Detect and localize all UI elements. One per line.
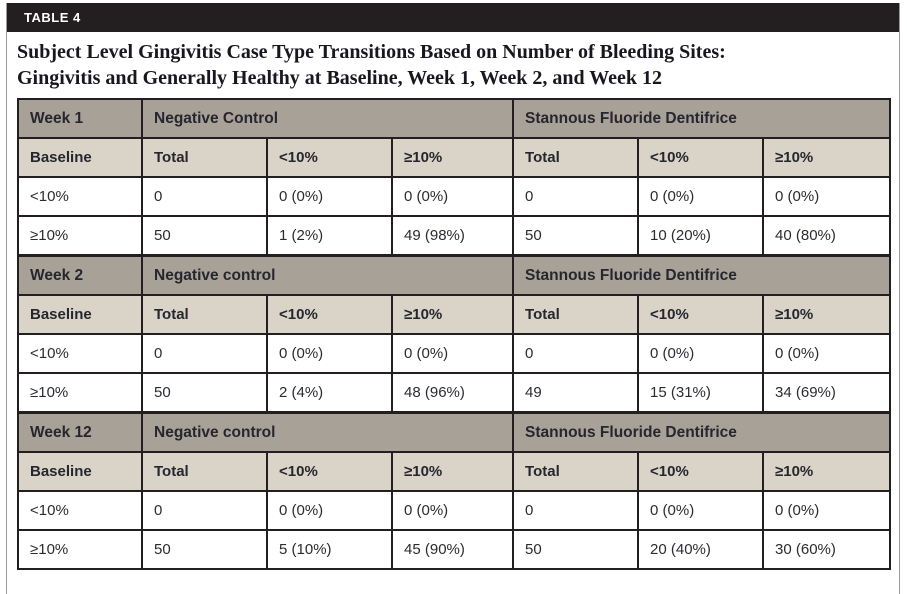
subheader-lt10: <10% — [266, 137, 393, 178]
week1-row-lt10: <10% 0 0 (0%) 0 (0%) 0 0 (0%) 0 (0%) — [17, 176, 892, 217]
subheader-baseline: Baseline — [17, 294, 143, 335]
cell-value: 50 — [512, 529, 640, 570]
week12-header-row: Week 12 Negative control Stannous Fluori… — [17, 411, 892, 453]
cell-value: 10 (20%) — [637, 215, 765, 257]
week1-row-ge10: ≥10% 50 1 (2%) 49 (98%) 50 10 (20%) 40 (… — [17, 215, 892, 257]
week1-negative-control-cell: Negative Control — [140, 98, 515, 139]
subheader-ge10: ≥10% — [762, 294, 892, 335]
subheader-ge10: ≥10% — [390, 137, 515, 178]
cell-value: 50 — [141, 529, 268, 570]
cell-value: 0 (0%) — [390, 490, 515, 531]
cell-value: 0 — [512, 333, 640, 374]
cell-value: 49 — [512, 372, 640, 414]
week2-header-row: Week 2 Negative control Stannous Fluorid… — [17, 254, 892, 296]
cell-value: 0 (0%) — [637, 333, 765, 374]
cell-value: 0 (0%) — [762, 176, 892, 217]
subheader-total: Total — [512, 294, 640, 335]
cell-value: 0 (0%) — [762, 333, 892, 374]
cell-value: 0 (0%) — [637, 176, 765, 217]
week1-label-cell: Week 1 — [17, 98, 143, 139]
cell-value: 0 — [512, 490, 640, 531]
cell-value: 50 — [141, 215, 268, 257]
subheader-baseline: Baseline — [17, 451, 143, 492]
week2-row-ge10: ≥10% 50 2 (4%) 48 (96%) 49 15 (31%) 34 (… — [17, 372, 892, 414]
row-label: ≥10% — [17, 372, 143, 414]
week1-stannous-cell: Stannous Fluoride Dentifrice — [512, 98, 892, 139]
row-label: <10% — [17, 490, 143, 531]
week12-stannous-cell: Stannous Fluoride Dentifrice — [512, 411, 892, 453]
row-label: <10% — [17, 333, 143, 374]
cell-value: 49 (98%) — [390, 215, 515, 257]
week2-row-lt10: <10% 0 0 (0%) 0 (0%) 0 0 (0%) 0 (0%) — [17, 333, 892, 374]
row-label: ≥10% — [17, 529, 143, 570]
subheader-lt10: <10% — [266, 451, 393, 492]
cell-value: 2 (4%) — [266, 372, 393, 414]
week2-negative-control-cell: Negative control — [140, 254, 515, 296]
cell-value: 50 — [512, 215, 640, 257]
cell-value: 15 (31%) — [637, 372, 765, 414]
week2-stannous-cell: Stannous Fluoride Dentifrice — [512, 254, 892, 296]
subheader-lt10: <10% — [637, 294, 765, 335]
cell-value: 0 — [141, 333, 268, 374]
cell-value: 5 (10%) — [266, 529, 393, 570]
subheader-lt10: <10% — [266, 294, 393, 335]
cell-value: 45 (90%) — [390, 529, 515, 570]
cell-value: 20 (40%) — [637, 529, 765, 570]
cell-value: 50 — [141, 372, 268, 414]
figure-frame: TABLE 4 Subject Level Gingivitis Case Ty… — [6, 3, 900, 594]
cell-value: 0 (0%) — [637, 490, 765, 531]
subheader-total: Total — [141, 294, 268, 335]
week1-subheader-row: Baseline Total <10% ≥10% Total <10% ≥10% — [17, 137, 892, 178]
cell-value: 0 — [512, 176, 640, 217]
subheader-total: Total — [512, 451, 640, 492]
cell-value: 0 — [141, 176, 268, 217]
cell-value: 40 (80%) — [762, 215, 892, 257]
cell-value: 0 (0%) — [390, 176, 515, 217]
table-number-label: TABLE 4 — [24, 10, 81, 25]
week12-label-cell: Week 12 — [17, 411, 143, 453]
cell-value: 30 (60%) — [762, 529, 892, 570]
week12-row-ge10: ≥10% 50 5 (10%) 45 (90%) 50 20 (40%) 30 … — [17, 529, 892, 570]
week12-row-lt10: <10% 0 0 (0%) 0 (0%) 0 0 (0%) 0 (0%) — [17, 490, 892, 531]
gingivitis-transitions-table: Week 1 Negative Control Stannous Fluorid… — [17, 98, 892, 570]
cell-value: 0 (0%) — [266, 490, 393, 531]
week12-subheader-row: Baseline Total <10% ≥10% Total <10% ≥10% — [17, 451, 892, 492]
table-title-line1: Subject Level Gingivitis Case Type Trans… — [17, 41, 726, 63]
week2-label-cell: Week 2 — [17, 254, 143, 296]
cell-value: 0 — [141, 490, 268, 531]
subheader-ge10: ≥10% — [762, 137, 892, 178]
cell-value: 0 (0%) — [762, 490, 892, 531]
table-number-bar: TABLE 4 — [7, 3, 899, 32]
cell-value: 1 (2%) — [266, 215, 393, 257]
subheader-total: Total — [141, 451, 268, 492]
table-title: Subject Level Gingivitis Case Type Trans… — [7, 32, 899, 96]
week2-subheader-row: Baseline Total <10% ≥10% Total <10% ≥10% — [17, 294, 892, 335]
week1-header-row: Week 1 Negative Control Stannous Fluorid… — [17, 98, 892, 139]
subheader-lt10: <10% — [637, 137, 765, 178]
row-label: <10% — [17, 176, 143, 217]
cell-value: 0 (0%) — [266, 333, 393, 374]
subheader-total: Total — [141, 137, 268, 178]
row-label: ≥10% — [17, 215, 143, 257]
subheader-ge10: ≥10% — [762, 451, 892, 492]
subheader-ge10: ≥10% — [390, 294, 515, 335]
subheader-ge10: ≥10% — [390, 451, 515, 492]
cell-value: 0 (0%) — [266, 176, 393, 217]
subheader-baseline: Baseline — [17, 137, 143, 178]
cell-value: 34 (69%) — [762, 372, 892, 414]
cell-value: 48 (96%) — [390, 372, 515, 414]
cell-value: 0 (0%) — [390, 333, 515, 374]
subheader-lt10: <10% — [637, 451, 765, 492]
subheader-total: Total — [512, 137, 640, 178]
table-title-line2: Gingivitis and Generally Healthy at Base… — [17, 67, 663, 89]
week12-negative-control-cell: Negative control — [140, 411, 515, 453]
